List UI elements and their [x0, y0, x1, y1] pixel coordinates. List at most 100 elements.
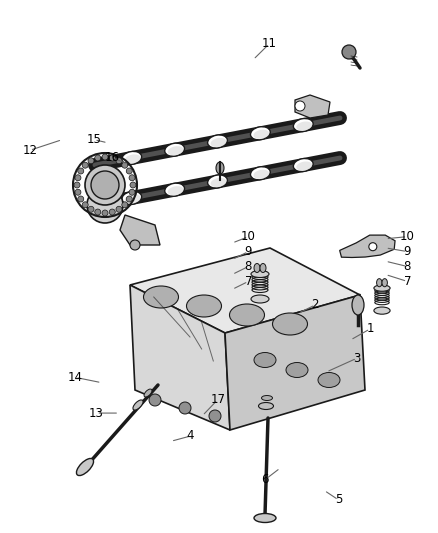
- Ellipse shape: [216, 162, 224, 174]
- Circle shape: [74, 182, 80, 188]
- Text: 9: 9: [244, 245, 252, 258]
- Circle shape: [295, 101, 305, 111]
- Ellipse shape: [144, 389, 152, 397]
- Circle shape: [82, 162, 88, 168]
- Ellipse shape: [251, 127, 270, 140]
- Text: 12: 12: [22, 144, 37, 157]
- Ellipse shape: [318, 373, 340, 387]
- Circle shape: [126, 168, 132, 174]
- Text: 8: 8: [245, 260, 252, 273]
- Ellipse shape: [251, 271, 269, 278]
- Text: 5: 5: [335, 494, 342, 506]
- Text: 4: 4: [187, 430, 194, 442]
- Text: 11: 11: [262, 37, 277, 50]
- Ellipse shape: [297, 161, 312, 171]
- Ellipse shape: [144, 286, 179, 308]
- Ellipse shape: [125, 155, 141, 164]
- Text: 13: 13: [89, 407, 104, 419]
- Text: 8: 8: [404, 260, 411, 273]
- Polygon shape: [130, 248, 360, 333]
- Text: 7: 7: [244, 275, 252, 288]
- Text: 17: 17: [210, 393, 225, 406]
- Circle shape: [122, 162, 128, 168]
- Ellipse shape: [168, 186, 184, 195]
- Ellipse shape: [293, 118, 313, 132]
- Text: 6: 6: [261, 473, 269, 486]
- Ellipse shape: [251, 295, 269, 303]
- Ellipse shape: [230, 304, 265, 326]
- Polygon shape: [295, 95, 330, 118]
- Circle shape: [130, 240, 140, 250]
- Ellipse shape: [254, 130, 269, 139]
- Ellipse shape: [254, 352, 276, 367]
- Ellipse shape: [286, 362, 308, 377]
- Ellipse shape: [122, 191, 141, 205]
- Circle shape: [102, 210, 108, 216]
- Circle shape: [116, 206, 122, 212]
- Ellipse shape: [251, 167, 270, 180]
- Ellipse shape: [208, 175, 227, 188]
- Circle shape: [116, 158, 122, 164]
- Circle shape: [88, 158, 94, 164]
- Text: 2: 2: [311, 298, 319, 311]
- Ellipse shape: [168, 146, 184, 155]
- Circle shape: [75, 189, 81, 195]
- Text: 10: 10: [400, 230, 415, 243]
- Polygon shape: [120, 215, 160, 245]
- Circle shape: [102, 154, 108, 160]
- Circle shape: [88, 206, 94, 212]
- Circle shape: [109, 209, 115, 215]
- Circle shape: [95, 209, 101, 215]
- Polygon shape: [225, 295, 365, 430]
- Circle shape: [129, 189, 135, 195]
- Ellipse shape: [261, 395, 272, 400]
- Circle shape: [75, 175, 81, 181]
- Ellipse shape: [297, 122, 312, 131]
- Circle shape: [149, 394, 161, 406]
- Ellipse shape: [211, 138, 226, 147]
- Ellipse shape: [165, 183, 184, 196]
- Circle shape: [122, 202, 128, 208]
- Ellipse shape: [293, 158, 313, 172]
- Ellipse shape: [374, 307, 390, 314]
- Circle shape: [78, 196, 84, 202]
- Ellipse shape: [382, 279, 387, 287]
- Text: 14: 14: [68, 371, 83, 384]
- Ellipse shape: [133, 400, 143, 410]
- Circle shape: [209, 410, 221, 422]
- Circle shape: [91, 171, 119, 199]
- Text: 16: 16: [105, 151, 120, 164]
- Text: 9: 9: [403, 245, 411, 258]
- Ellipse shape: [254, 169, 269, 179]
- Polygon shape: [339, 235, 395, 257]
- Circle shape: [82, 202, 88, 208]
- Ellipse shape: [272, 313, 307, 335]
- Ellipse shape: [211, 178, 226, 187]
- Circle shape: [87, 187, 123, 223]
- Circle shape: [95, 155, 101, 161]
- Circle shape: [369, 243, 377, 251]
- Circle shape: [109, 155, 115, 161]
- Circle shape: [85, 165, 125, 205]
- Ellipse shape: [377, 279, 382, 287]
- Ellipse shape: [260, 263, 266, 272]
- Circle shape: [126, 196, 132, 202]
- Text: 3: 3: [353, 352, 360, 365]
- Polygon shape: [130, 285, 230, 430]
- Ellipse shape: [352, 295, 364, 315]
- Ellipse shape: [165, 143, 184, 156]
- Ellipse shape: [208, 135, 227, 148]
- Text: 15: 15: [87, 133, 102, 146]
- Ellipse shape: [77, 458, 94, 475]
- Circle shape: [78, 168, 84, 174]
- Circle shape: [179, 402, 191, 414]
- Ellipse shape: [254, 263, 260, 272]
- Circle shape: [342, 45, 356, 59]
- Text: 7: 7: [403, 275, 411, 288]
- Circle shape: [129, 175, 135, 181]
- Ellipse shape: [122, 151, 141, 165]
- Ellipse shape: [125, 195, 141, 204]
- Circle shape: [130, 182, 136, 188]
- Ellipse shape: [374, 285, 390, 291]
- Text: 10: 10: [241, 230, 256, 243]
